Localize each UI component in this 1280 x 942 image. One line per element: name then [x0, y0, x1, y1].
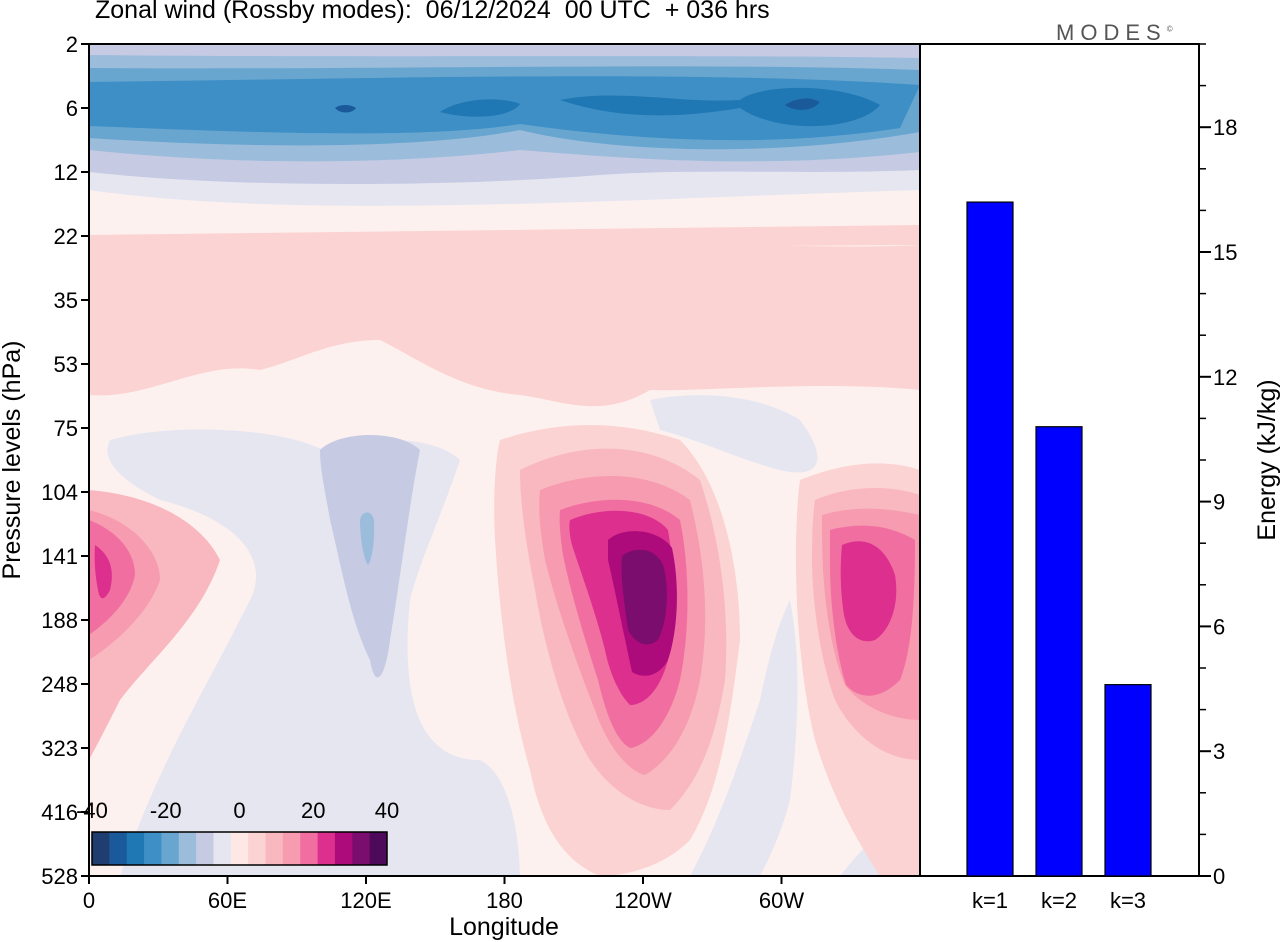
y-tick-label: 22 [54, 224, 78, 249]
y-tick-label: 6 [66, 96, 78, 121]
x-tick-label: 60E [208, 888, 247, 913]
y-tick-label: 53 [54, 352, 78, 377]
colorbar-swatch [334, 832, 353, 865]
colorbar-label: 20 [301, 798, 325, 823]
colorbar-swatch [317, 832, 336, 865]
x-axis-label: Longitude [449, 913, 559, 941]
y-tick-label: 35 [54, 288, 78, 313]
energy-tick-label: 15 [1213, 240, 1237, 265]
energy-tick-label: 3 [1213, 739, 1225, 764]
contour-region [89, 520, 135, 635]
y-tick-label: 323 [41, 736, 78, 761]
contour-region [89, 225, 920, 250]
x-tick-label: 0 [83, 888, 95, 913]
energy-bar [1104, 684, 1152, 877]
colorbar-swatch [178, 832, 197, 865]
y-tick-label: 528 [41, 864, 78, 889]
energy-tick-label: 0 [1213, 864, 1225, 889]
colorbar-swatch [352, 832, 371, 865]
energy-bar-chart: k=1 k=2 k=3 Energy (kJ/kg) 0 3 6 9 12 15 18 [919, 43, 1280, 913]
bar-category-label: k=2 [1041, 888, 1077, 913]
contour-region [690, 600, 798, 876]
energy-tick-label: 9 [1213, 490, 1225, 515]
colorbar-label: -20 [150, 798, 182, 823]
colorbar-frame [91, 831, 388, 866]
contour-region [840, 541, 897, 642]
contour-region [89, 243, 920, 407]
colorbar-legend: -40 -20 0 20 40 [76, 798, 399, 866]
hovmoller-plot [88, 43, 921, 877]
bar-category-label: k=3 [1110, 888, 1146, 913]
y-tick-label: 416 [41, 800, 78, 825]
y-axis: Pressure levels (hPa) 2 6 12 22 35 53 75 104 141… [0, 32, 89, 889]
contour-region [107, 429, 520, 876]
x-axis: Longitude 0 60E 120E 180 120W 60W [83, 876, 804, 941]
x-tick-label: 180 [486, 888, 523, 913]
brand-name: MODES [1056, 20, 1167, 45]
contour-region [440, 87, 880, 127]
y-tick-label: 12 [54, 160, 78, 185]
energy-bar [1035, 426, 1083, 877]
energy-tick-label: 6 [1213, 614, 1225, 639]
colorbar-label: 40 [375, 798, 399, 823]
colorbar-swatch [282, 832, 301, 865]
colorbar-swatch [248, 832, 267, 865]
colorbar-label: -40 [76, 798, 108, 823]
colorbar-swatch [230, 832, 249, 865]
colorbar-label: 0 [233, 798, 245, 823]
contour-region [650, 395, 818, 473]
contour-region [621, 549, 667, 645]
x-tick-label: 120E [340, 888, 391, 913]
colorbar-swatch [144, 832, 162, 865]
y-tick-label: 75 [54, 416, 78, 441]
y-tick-label: 141 [41, 544, 78, 569]
energy-tick-label: 18 [1213, 115, 1237, 140]
colorbar-swatch [300, 832, 319, 865]
energy-bar [966, 201, 1014, 877]
y-axis-label: Pressure levels (hPa) [0, 341, 26, 580]
y-tick-label: 188 [41, 608, 78, 633]
colorbar-swatch [213, 832, 232, 865]
colorbar-swatch [92, 832, 110, 865]
bar-category-label: k=1 [972, 888, 1008, 913]
colorbar-swatch [265, 832, 284, 865]
colorbar-swatch [369, 832, 388, 865]
x-tick-label: 120W [614, 888, 672, 913]
y-tick-label: 2 [66, 32, 78, 57]
x-tick-label: 60W [759, 888, 804, 913]
energy-axis-label: Energy (kJ/kg) [1253, 379, 1280, 540]
colorbar-swatch [196, 832, 214, 865]
chart-title: Zonal wind (Rossby modes): 06/12/2024 00… [95, 0, 770, 24]
contour-region [360, 512, 375, 565]
modes-logo: MODES© [1056, 20, 1173, 46]
colorbar-swatch [161, 832, 180, 865]
energy-tick-label: 12 [1213, 365, 1237, 390]
colorbar-swatch [126, 832, 145, 865]
colorbar-swatch [109, 832, 128, 865]
contour-fills [89, 44, 920, 876]
copyright-mark: © [1166, 24, 1173, 34]
y-tick-label: 248 [41, 672, 78, 697]
contour-region [94, 545, 112, 599]
y-tick-label: 104 [41, 480, 78, 505]
